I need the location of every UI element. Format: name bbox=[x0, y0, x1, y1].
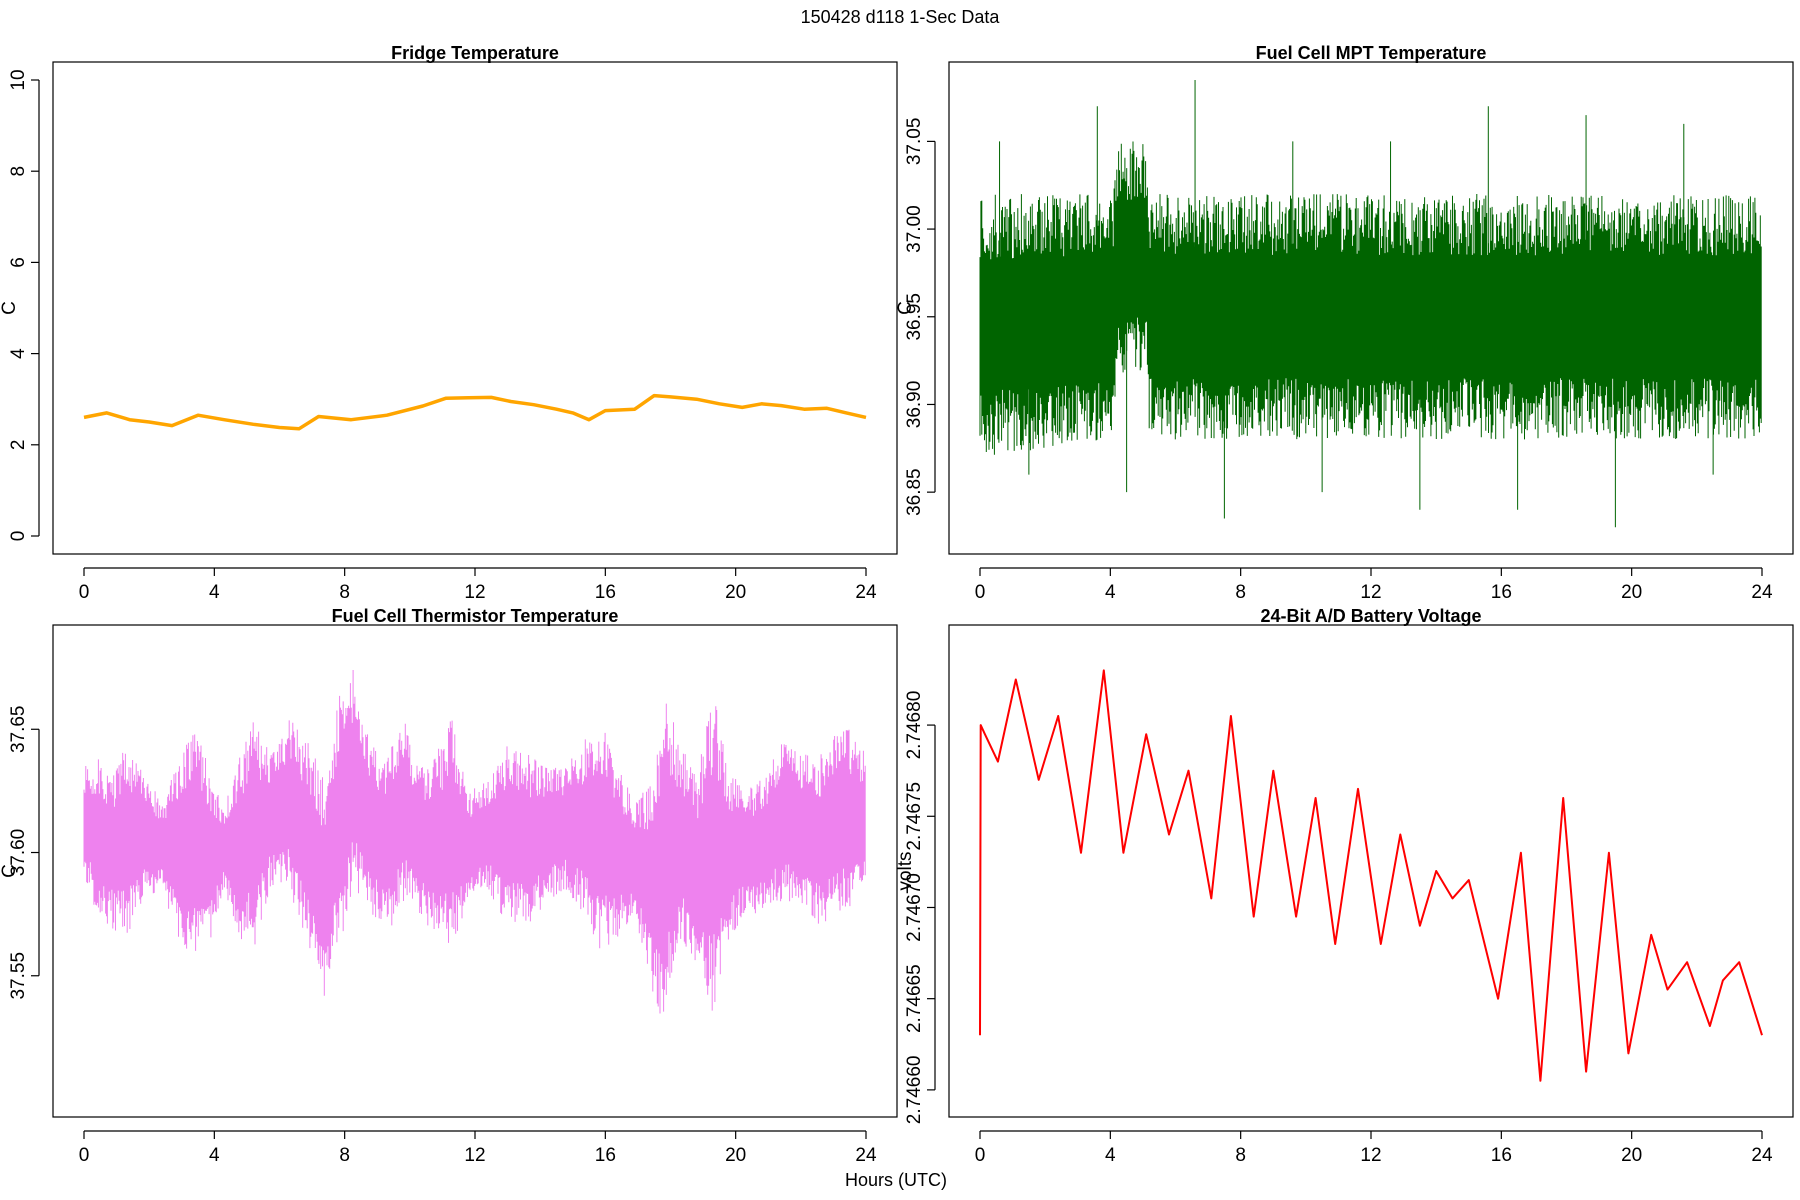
x-axis: 0 4 8 12 16 20 24 bbox=[79, 1130, 877, 1166]
y-tick-label: 37.55 bbox=[8, 952, 29, 1000]
panel-title: 24-Bit A/D Battery Voltage bbox=[1260, 606, 1481, 626]
x-tick-label: 16 bbox=[595, 1145, 616, 1166]
x-tick-label: 12 bbox=[1360, 582, 1381, 603]
y-tick-label: 8 bbox=[8, 166, 29, 177]
y-tick-label: 36.85 bbox=[904, 468, 925, 516]
fuel-cell-thermistor-temperature-panel: 0 4 8 12 16 20 24 37.55 37.60 37.65 Fuel Cell Th… bbox=[0, 606, 898, 1166]
x-axis: 0 4 8 12 16 20 24 bbox=[975, 567, 1773, 603]
x-tick-label: 12 bbox=[464, 582, 485, 603]
x-tick-label: 4 bbox=[209, 582, 220, 603]
y-axis: 2.74660 2.74665 2.74670 2.74675 2.74680 bbox=[904, 691, 936, 1125]
y-axis-label: C bbox=[0, 864, 20, 878]
data-marks bbox=[979, 80, 1762, 528]
x-tick-label: 4 bbox=[1105, 582, 1116, 603]
plot-frame bbox=[52, 61, 898, 555]
x-tick-label: 20 bbox=[725, 582, 746, 603]
panel-title: Fuel Cell Thermistor Temperature bbox=[332, 606, 619, 626]
panel-title: Fridge Temperature bbox=[391, 43, 559, 63]
y-tick-label: 37.65 bbox=[8, 705, 29, 753]
plot-frame bbox=[52, 624, 898, 1118]
x-tick-label: 0 bbox=[975, 582, 986, 603]
x-tick-label: 8 bbox=[339, 1145, 350, 1166]
y-tick-label: 10 bbox=[8, 69, 29, 90]
data-marks bbox=[83, 670, 866, 1014]
y-tick-label: 37.00 bbox=[904, 205, 925, 253]
y-tick-label: 2.74680 bbox=[904, 691, 925, 760]
x-tick-label: 24 bbox=[1751, 582, 1773, 603]
x-tick-label: 4 bbox=[209, 1145, 220, 1166]
x-tick-label: 20 bbox=[725, 1145, 746, 1166]
figure-x-axis-label: Hours (UTC) bbox=[845, 1170, 947, 1190]
y-tick-label: 0 bbox=[8, 531, 29, 542]
data-marks bbox=[979, 669, 1763, 1082]
y-axis: 0 2 4 6 8 10 bbox=[8, 69, 40, 542]
y-axis-label: C bbox=[895, 301, 916, 315]
y-tick-label: 36.95 bbox=[904, 293, 925, 341]
y-axis-label: C bbox=[0, 301, 20, 315]
data-series-band bbox=[83, 670, 866, 1014]
panel-title: Fuel Cell MPT Temperature bbox=[1256, 43, 1487, 63]
x-tick-label: 16 bbox=[1491, 582, 1512, 603]
battery-voltage-panel: 0 4 8 12 16 20 24 2.74660 2.74665 2.74670 2.74675… bbox=[895, 606, 1794, 1166]
x-tick-label: 8 bbox=[1235, 1145, 1246, 1166]
data-series-band bbox=[979, 141, 1762, 455]
y-tick-label: 37.05 bbox=[904, 118, 925, 166]
x-tick-label: 16 bbox=[595, 582, 616, 603]
y-tick-label: 2.74670 bbox=[904, 873, 925, 942]
y-tick-label: 2.74660 bbox=[904, 1056, 925, 1125]
x-tick-label: 24 bbox=[855, 582, 877, 603]
y-axis: 36.85 36.90 36.95 37.00 37.05 bbox=[904, 118, 936, 516]
x-tick-label: 12 bbox=[464, 1145, 485, 1166]
y-axis: 37.55 37.60 37.65 bbox=[8, 705, 40, 1000]
x-tick-label: 20 bbox=[1621, 1145, 1642, 1166]
x-tick-label: 0 bbox=[975, 1145, 986, 1166]
x-axis: 0 4 8 12 16 20 24 bbox=[79, 567, 877, 603]
x-tick-label: 24 bbox=[1751, 1145, 1773, 1166]
plot-frame bbox=[948, 61, 1794, 555]
x-tick-label: 8 bbox=[339, 582, 350, 603]
y-tick-label: 2.74675 bbox=[904, 782, 925, 851]
x-axis: 0 4 8 12 16 20 24 bbox=[975, 1130, 1773, 1166]
x-tick-label: 12 bbox=[1360, 1145, 1381, 1166]
x-tick-label: 24 bbox=[855, 1145, 877, 1166]
x-tick-label: 8 bbox=[1235, 582, 1246, 603]
data-series-line bbox=[83, 393, 867, 431]
y-tick-label: 4 bbox=[8, 348, 29, 359]
x-tick-label: 0 bbox=[79, 582, 90, 603]
plot-frame bbox=[948, 624, 1794, 1118]
x-tick-label: 20 bbox=[1621, 582, 1642, 603]
y-tick-label: 2.74665 bbox=[904, 964, 925, 1033]
x-tick-label: 16 bbox=[1491, 1145, 1512, 1166]
y-tick-label: 2 bbox=[8, 440, 29, 451]
y-tick-label: 36.90 bbox=[904, 381, 925, 429]
x-tick-label: 4 bbox=[1105, 1145, 1116, 1166]
figure-title: 150428 d118 1-Sec Data bbox=[801, 7, 1001, 27]
x-tick-label: 0 bbox=[79, 1145, 90, 1166]
data-series-line bbox=[979, 669, 1763, 1082]
y-tick-label: 37.60 bbox=[8, 829, 29, 877]
y-axis-label: volts bbox=[895, 851, 916, 890]
fuel-cell-mpt-temperature-panel: 0 4 8 12 16 20 24 36.85 36.90 36.95 37.00 37.05 Fu… bbox=[895, 43, 1794, 603]
y-tick-label: 6 bbox=[8, 257, 29, 268]
data-marks bbox=[83, 393, 867, 431]
